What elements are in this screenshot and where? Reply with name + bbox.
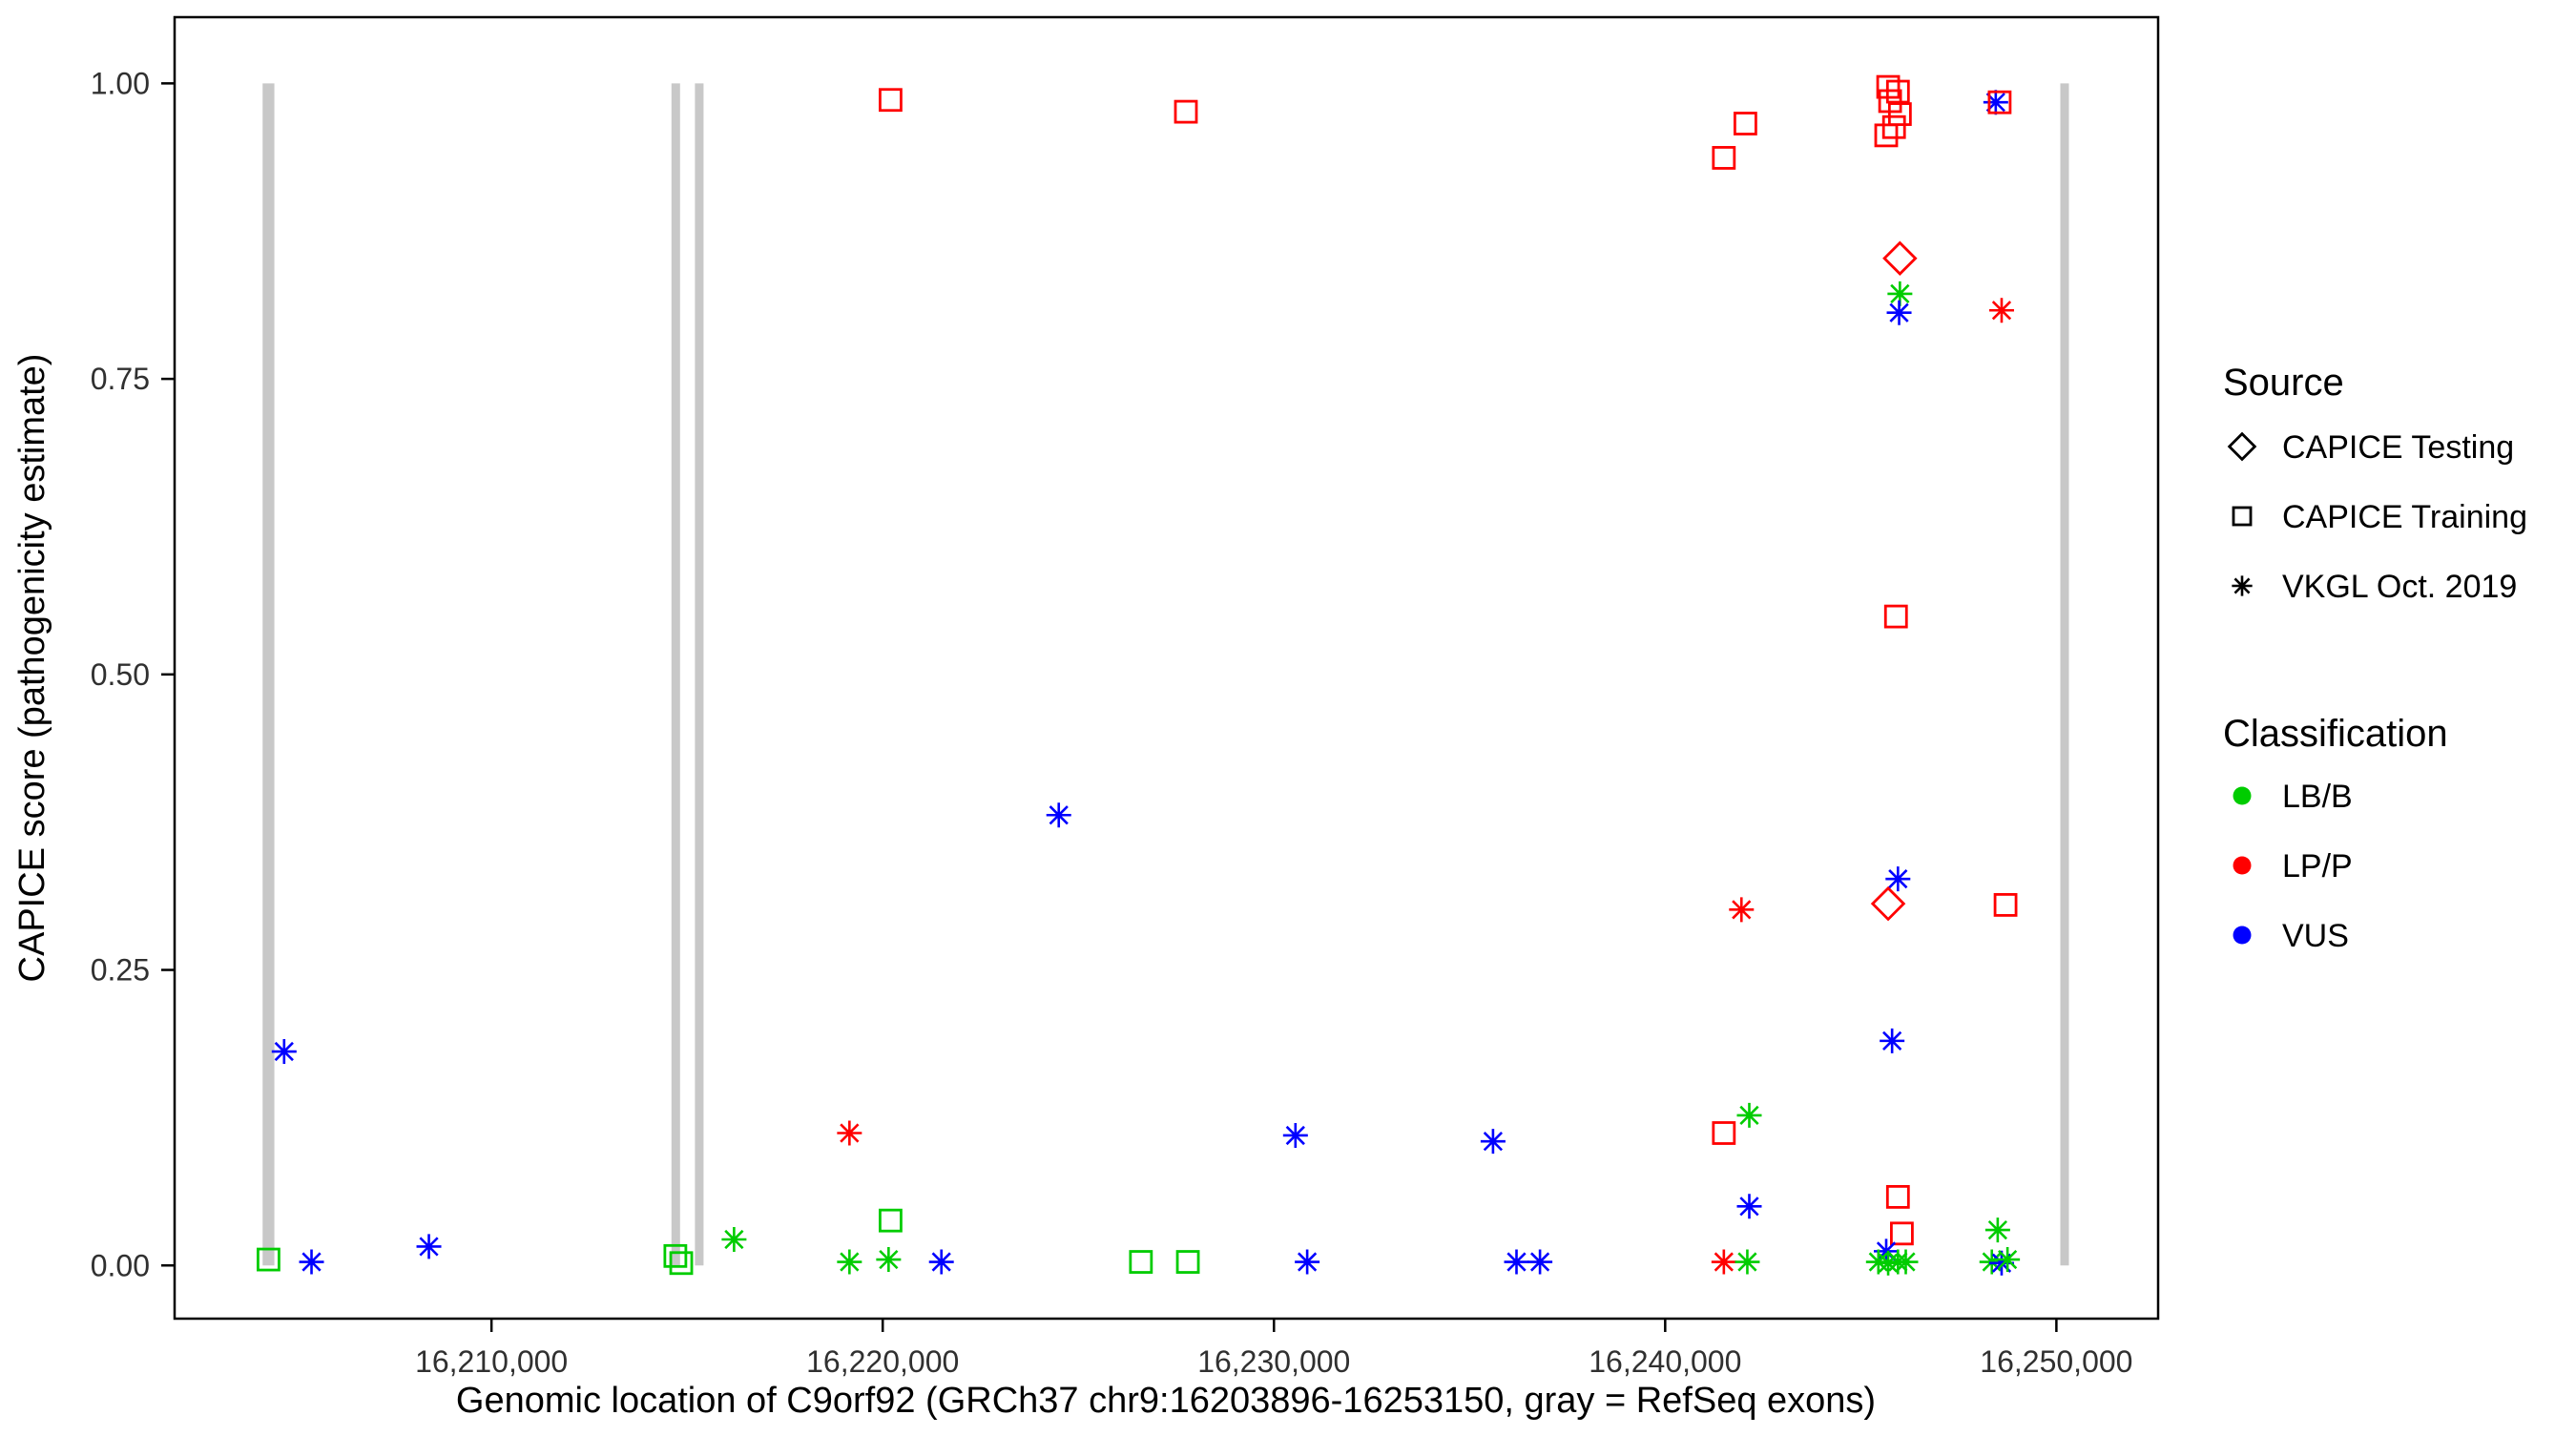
- legend-source-item-label: VKGL Oct. 2019: [2282, 569, 2517, 605]
- data-point-square: [1174, 99, 1198, 124]
- data-point-asterisk: [1282, 1122, 1308, 1148]
- data-point-asterisk: [1711, 1249, 1736, 1275]
- refseq-exon-bar: [671, 83, 680, 1266]
- data-point-square: [1883, 604, 1908, 629]
- data-point-asterisk: [1983, 90, 2008, 115]
- y-tick-label: 1.00: [91, 66, 150, 100]
- x-tick-label: 16,220,000: [806, 1344, 959, 1379]
- data-point-asterisk: [1995, 1247, 2021, 1273]
- legend-source-title: Source: [2223, 362, 2344, 404]
- data-point-asterisk: [1893, 1249, 1919, 1275]
- legend-asterisk-icon: [2232, 575, 2253, 596]
- data-point-square: [1712, 146, 1736, 170]
- data-point-asterisk: [299, 1249, 324, 1275]
- x-tick-label: 16,250,000: [1980, 1344, 2132, 1379]
- data-point-square: [1885, 1184, 1910, 1209]
- legend: Source CAPICE Testing CAPICE Training VKGL …: [2223, 362, 2527, 954]
- legend-diamond-icon: [2227, 431, 2257, 462]
- data-point-asterisk: [1984, 1217, 2010, 1243]
- legend-square-icon: [2232, 506, 2253, 527]
- y-tick-label: 0.00: [91, 1248, 150, 1282]
- data-point-square: [1987, 90, 2012, 114]
- data-point-asterisk: [1295, 1249, 1320, 1275]
- data-point-square: [1129, 1250, 1153, 1274]
- data-point-asterisk: [1736, 1194, 1762, 1219]
- data-point-asterisk: [928, 1249, 954, 1275]
- data-point-square: [669, 1251, 694, 1276]
- data-point-asterisk: [1527, 1249, 1553, 1275]
- y-axis-title: CAPICE score (pathogenicity estimate): [12, 354, 52, 983]
- y-tick-label: 0.50: [91, 657, 150, 692]
- data-point-asterisk: [837, 1249, 862, 1275]
- legend-classification-item-label: LP/P: [2282, 848, 2353, 884]
- data-point-asterisk: [1880, 1028, 1905, 1053]
- x-tick-label: 16,230,000: [1197, 1344, 1350, 1379]
- data-point-square: [1881, 114, 1906, 139]
- data-point-asterisk: [837, 1120, 862, 1146]
- data-point-asterisk: [1874, 1238, 1900, 1264]
- data-point-asterisk: [721, 1227, 747, 1252]
- data-point-diamond: [1882, 240, 1918, 276]
- data-point-square: [1890, 1221, 1914, 1246]
- x-axis-title: Genomic location of C9orf92 (GRCh37 chr9…: [456, 1381, 1876, 1421]
- data-point-asterisk: [876, 1247, 902, 1273]
- legend-color-dot-icon: [2233, 926, 2252, 945]
- legend-classification-item-label: LB/B: [2282, 779, 2353, 815]
- points-layer: [257, 74, 2021, 1276]
- refseq-exon-bar: [695, 83, 704, 1266]
- y-tick-label: 0.75: [91, 362, 150, 396]
- legend-source-item-label: CAPICE Training: [2282, 499, 2527, 535]
- y-tick-label: 0.25: [91, 953, 150, 988]
- legend-source-item-label: CAPICE Testing: [2282, 429, 2514, 466]
- data-point-square: [879, 88, 903, 113]
- data-point-asterisk: [1886, 300, 1912, 325]
- legend-color-dot-icon: [2233, 786, 2252, 805]
- data-point-asterisk: [1736, 1102, 1762, 1128]
- data-point-asterisk: [271, 1039, 297, 1065]
- refseq-exon-bar: [262, 83, 275, 1266]
- data-point-square: [1175, 1250, 1200, 1274]
- data-point-asterisk: [1887, 281, 1913, 306]
- data-point-square: [1712, 1121, 1736, 1145]
- refseq-exon-bar: [2060, 83, 2069, 1266]
- data-point-asterisk: [1504, 1249, 1529, 1275]
- x-tick-label: 16,240,000: [1589, 1344, 1741, 1379]
- panel-border: [173, 15, 2160, 1321]
- data-point-asterisk: [1885, 866, 1911, 892]
- legend-color-dot-icon: [2233, 856, 2252, 875]
- data-point-asterisk: [1735, 1249, 1760, 1275]
- x-tick-label: 16,210,000: [415, 1344, 568, 1379]
- data-point-asterisk: [1988, 298, 2014, 323]
- data-point-diamond: [1870, 885, 1906, 922]
- data-point-square: [879, 1208, 903, 1233]
- data-point-asterisk: [416, 1234, 442, 1259]
- legend-classification-title: Classification: [2223, 713, 2448, 755]
- data-point-square: [663, 1243, 688, 1268]
- exon-layer: [262, 83, 2069, 1266]
- data-point-square: [1887, 102, 1912, 126]
- data-point-asterisk: [1729, 897, 1755, 923]
- data-point-asterisk: [1046, 802, 1071, 828]
- data-point-square: [1733, 112, 1757, 135]
- data-point-square: [1874, 123, 1899, 148]
- data-point-square: [1993, 892, 2018, 917]
- data-point-square: [257, 1247, 280, 1272]
- data-point-asterisk: [1988, 1250, 2014, 1276]
- legend-classification-item-label: VUS: [2282, 918, 2349, 954]
- data-point-asterisk: [1480, 1129, 1506, 1155]
